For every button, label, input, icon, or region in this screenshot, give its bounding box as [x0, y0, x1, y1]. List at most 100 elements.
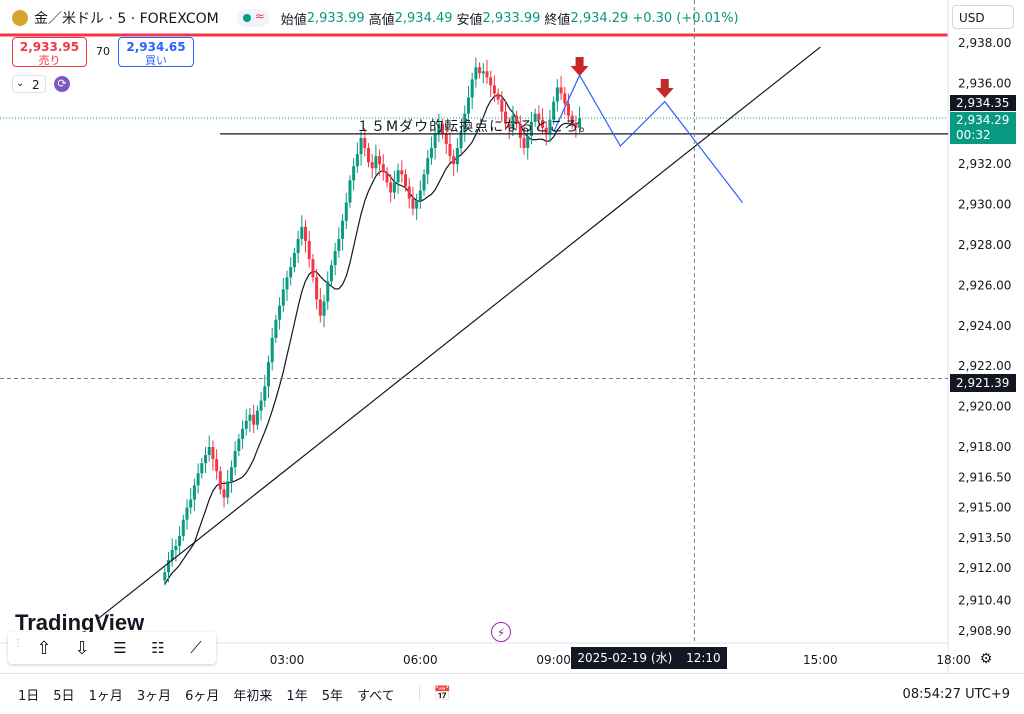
trend-line-icon[interactable]: ⟋: [190, 638, 202, 657]
candle-body: [178, 535, 182, 546]
buy-label: 買い: [145, 54, 167, 67]
candle-body: [404, 174, 408, 187]
candle-body: [329, 265, 333, 282]
open-label: 始値: [280, 12, 307, 28]
candle-body: [548, 119, 552, 134]
symbol-header: 金／米ドル · 5 · FOREXCOM ≈ 始値 2,933.99 高値 2,…: [0, 0, 948, 36]
candle-body: [185, 507, 189, 520]
candle-body: [289, 267, 293, 278]
candle-body: [566, 103, 570, 116]
clock[interactable]: 08:54:27 UTC+9: [902, 686, 1010, 702]
y-tick-label: 2,920.00: [958, 400, 1011, 414]
candle-body: [285, 277, 289, 290]
close-label: 終値: [544, 12, 571, 28]
settings-icon[interactable]: ⚙: [979, 651, 993, 667]
candle-body: [407, 186, 411, 199]
symbol-title[interactable]: 金／米ドル · 5 · FOREXCOM: [34, 11, 219, 27]
candle-body: [485, 71, 489, 78]
market-status-icon[interactable]: ≈: [236, 9, 269, 27]
candle-body: [441, 123, 445, 134]
x-tick-label: 09:00: [536, 653, 571, 667]
open-value: 2,933.99: [306, 10, 365, 26]
sell-price: 2,933.95: [19, 40, 80, 54]
candle-body: [574, 123, 578, 128]
candle-body: [333, 251, 337, 266]
candle-body: [492, 85, 496, 94]
candle-body: [278, 305, 282, 320]
candle-body: [422, 174, 426, 191]
y-tick-label: 2,910.40: [958, 594, 1011, 608]
candle-body: [444, 133, 448, 144]
range-3m[interactable]: 3ヶ月: [136, 688, 172, 704]
crosshair-date: 2025-02-19 (水): [577, 651, 673, 665]
moving-average-line: [164, 94, 580, 585]
candle-body: [363, 137, 367, 149]
short-position-icon[interactable]: ⇩: [74, 637, 90, 659]
candle-body: [578, 117, 582, 128]
lightning-icon[interactable]: ⚡: [491, 622, 511, 642]
candle-body: [522, 137, 526, 149]
drag-handle-icon[interactable]: ⋮: [13, 638, 23, 649]
range-1d[interactable]: 1日: [18, 688, 40, 704]
range-ytd[interactable]: 年初来: [233, 688, 273, 704]
candle-body: [541, 119, 545, 128]
candle-body: [215, 459, 219, 472]
y-tick-label: 2,913.50: [958, 531, 1011, 545]
candle-body: [515, 115, 519, 124]
candle-body: [526, 135, 530, 149]
candle-body: [381, 164, 385, 173]
range-5y[interactable]: 5年: [321, 688, 343, 704]
candle-body: [552, 101, 556, 120]
y-tick-label: 2,926.00: [958, 278, 1011, 292]
chart-watermark: TradingView: [15, 610, 145, 635]
range-5d[interactable]: 5日: [53, 688, 75, 704]
buy-price: 2,934.65: [126, 40, 186, 54]
candle-body: [437, 123, 441, 134]
candle-body: [274, 319, 278, 338]
currency-selector[interactable]: USD: [952, 5, 1014, 29]
candle-body: [452, 156, 456, 165]
candle-body: [248, 414, 252, 421]
chart-annotation: １５Mダウ的転換点になるところ。: [356, 119, 594, 135]
candle-body: [400, 170, 404, 175]
long-position-icon[interactable]: ⇧: [36, 637, 52, 659]
candle-body: [318, 299, 322, 316]
candle-body: [370, 162, 374, 169]
candle-body: [259, 400, 263, 411]
candle-body: [385, 172, 389, 183]
range-6m[interactable]: 6ヶ月: [185, 688, 220, 704]
crosshair-time-label: 2025-02-19 (水) 12:10: [571, 647, 727, 669]
change-value: +0.30 (+0.01%): [632, 10, 739, 26]
candle-body: [555, 87, 559, 102]
buy-button[interactable]: 2,934.65 買い: [118, 37, 194, 67]
candle-body: [563, 93, 567, 104]
candle-body: [470, 79, 474, 98]
sell-label: 売り: [38, 54, 61, 67]
candle-body: [229, 467, 233, 482]
y-tick-label: 2,924.00: [958, 319, 1011, 333]
candle-body: [352, 166, 356, 181]
price-label-level: 2,934.35: [950, 95, 1016, 111]
candle-body: [463, 113, 467, 132]
candle-body: [237, 438, 241, 452]
candle-body: [374, 156, 378, 169]
candle-body: [263, 386, 267, 401]
down-arrow-icon: [655, 79, 674, 98]
date-range-icon[interactable]: 📅: [418, 686, 451, 702]
candle-body: [544, 127, 548, 134]
y-tick-label: 2,936.00: [958, 76, 1011, 90]
sell-button[interactable]: 2,933.95 売り: [12, 37, 87, 67]
trendline: [97, 46, 821, 620]
range-1m[interactable]: 1ヶ月: [88, 688, 123, 704]
candle-body: [218, 471, 222, 490]
candle-body: [448, 144, 452, 157]
horizontal-ray-icon[interactable]: ☰: [113, 639, 127, 657]
range-1y[interactable]: 1年: [286, 688, 308, 704]
gold-symbol-icon: [12, 10, 28, 26]
refresh-icon[interactable]: ⟳: [54, 76, 70, 92]
range-all[interactable]: すべて: [356, 688, 395, 704]
candle-body: [459, 131, 463, 149]
fib-retracement-icon[interactable]: ☷: [151, 639, 165, 657]
indicator-toggle[interactable]: ⌄ 2: [12, 75, 46, 93]
